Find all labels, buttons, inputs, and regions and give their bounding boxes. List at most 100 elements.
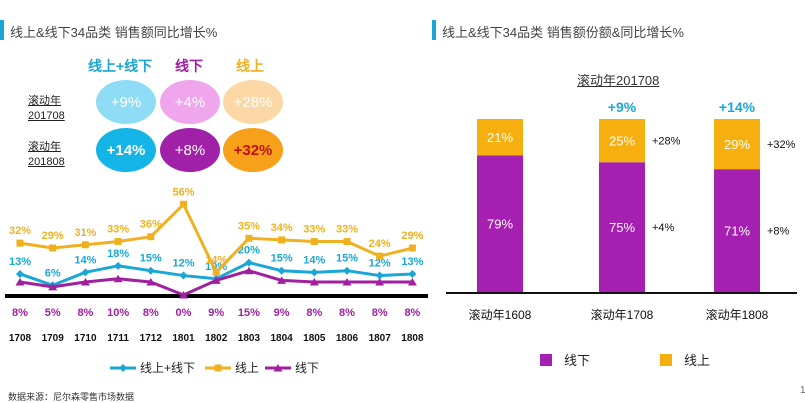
label-s1-1708: 32% [9, 225, 31, 237]
label-s1-1805: 33% [303, 224, 325, 236]
label-s0-1711: 18% [107, 248, 129, 260]
label-s1-1808: 29% [401, 230, 423, 242]
label-s2-1711: 10% [107, 307, 129, 319]
point-s1-1804 [278, 236, 286, 244]
point-s1-1808 [408, 244, 416, 252]
label-s1-1712: 36% [140, 219, 162, 231]
point-s0-1712 [146, 266, 155, 275]
legend-label-0: 线上+线下 [140, 361, 195, 375]
legend-marker-0 [119, 364, 127, 372]
label-s1-1803: 35% [238, 220, 260, 232]
top-label-滚动年1808: +14% [719, 99, 756, 115]
bar-label-线上-滚动年1608: 21% [487, 130, 513, 145]
point-s0-1808 [408, 269, 417, 278]
bar-label-线上-滚动年1808: 29% [724, 137, 750, 152]
point-s1-1807 [376, 252, 384, 260]
label-s2-1708: 8% [12, 307, 28, 319]
side-offline-滚动年1708: +4% [652, 222, 675, 234]
label-s0-1805: 14% [303, 254, 325, 266]
label-s0-1710: 14% [74, 254, 96, 266]
tick-1805: 1805 [303, 333, 326, 344]
point-s0-1710 [81, 268, 90, 277]
row-label-201708-line2: 201708 [28, 110, 65, 122]
label-s1-1711: 33% [107, 224, 129, 236]
right-title-bar [432, 20, 436, 40]
page-number: 1 [800, 385, 805, 396]
bubble-201808-offline: +8% [160, 128, 220, 172]
side-online-滚动年1708: +28% [652, 136, 681, 148]
category-滚动年1608: 滚动年1608 [469, 307, 532, 322]
point-s2-1807 [375, 278, 385, 286]
bar-legend-swatch-1 [660, 354, 672, 366]
bar-label-线下-滚动年1708: 75% [609, 220, 635, 235]
point-s2-1712 [146, 278, 156, 286]
point-s1-1709 [49, 244, 57, 252]
legend-label-2: 线下 [295, 361, 319, 375]
label-s0-1808: 13% [401, 256, 423, 268]
bubble-201708-online: +28% [223, 80, 283, 124]
label-s2-1804: 9% [274, 307, 290, 319]
point-s1-1712 [147, 233, 155, 241]
line-chart: 13% 6% 14% 18% 15% 12% 10% 20% 15% 14% 15% 12% 13% 32… [5, 186, 428, 375]
legend-marker-2 [273, 364, 283, 372]
label-s1-1804: 34% [271, 222, 293, 234]
point-s2-1711 [113, 274, 123, 283]
point-s0-1807 [375, 271, 384, 280]
bar-label-线下-滚动年1808: 71% [724, 224, 750, 239]
point-s2-1709 [48, 282, 58, 291]
label-s2-1802: 9% [208, 307, 224, 319]
bar-label-线下-滚动年1608: 79% [487, 217, 513, 232]
bar-线下-滚动年1708 [599, 162, 645, 292]
bar-label-线上-滚动年1708: 25% [609, 134, 635, 149]
label-s1-1807: 24% [369, 238, 391, 250]
label-s0-1708: 13% [9, 256, 31, 268]
label-s1-1710: 31% [74, 227, 96, 239]
point-s2-1708 [15, 278, 25, 286]
row-label-201808-line1: 滚动年 [28, 141, 61, 153]
legend-marker-1 [214, 364, 222, 372]
point-s0-1708 [16, 269, 24, 278]
point-s0-1711 [114, 261, 123, 270]
point-s0-1806 [343, 266, 351, 275]
left-title-bar [0, 20, 4, 40]
bar-legend-label-1: 线上 [684, 353, 710, 368]
point-s1-1803 [245, 234, 253, 242]
point-s1-1805 [310, 238, 318, 246]
point-s0-1804 [277, 266, 286, 275]
label-s2-1805: 8% [306, 307, 322, 319]
bar-线上-滚动年1708 [599, 119, 645, 163]
right-title: 线上&线下34品类 销售额份额&同比增长% [442, 25, 684, 40]
bar-legend-label-0: 线下 [564, 353, 590, 368]
label-s2-1712: 8% [143, 307, 159, 319]
tick-1710: 1710 [74, 333, 97, 344]
label-s0-1807: 12% [369, 258, 391, 270]
bubble-201808-total: +14% [96, 128, 156, 172]
data-source: 数据来源：尼尔森零售市场数据 [8, 392, 135, 402]
label-s0-1804: 15% [271, 253, 293, 265]
row-label-201808-line2: 201808 [28, 156, 65, 168]
bar-legend-swatch-0 [540, 354, 552, 366]
tick-1712: 1712 [140, 333, 163, 344]
bar-线下-滚动年1808 [714, 169, 760, 292]
tick-1804: 1804 [270, 333, 293, 344]
point-s1-1806 [343, 238, 351, 246]
label-s0-1712: 15% [140, 253, 162, 265]
tick-1807: 1807 [369, 333, 392, 344]
tick-1808: 1808 [401, 333, 424, 344]
bar-chart: 79% 21% 滚动年1608 75% 25% +9% +28% +4% 滚动年1708 71% 2… [446, 99, 797, 368]
tick-1709: 1709 [42, 333, 65, 344]
side-offline-滚动年1808: +8% [767, 226, 790, 238]
bar-线上-滚动年1808 [714, 119, 760, 170]
label-s0-1806: 15% [336, 253, 358, 265]
label-s2-1803: 15% [238, 307, 260, 319]
label-s2-1709: 5% [45, 307, 61, 319]
label-s0-1709: 6% [45, 267, 61, 279]
point-s0-1803 [244, 258, 253, 267]
row-label-201808: 滚动年 201808 [28, 140, 65, 170]
point-s2-1802 [211, 276, 221, 284]
label-s2-1801: 0% [176, 307, 192, 319]
left-title: 线上&线下34品类 销售额同比增长% [10, 25, 218, 40]
point-s2-1804 [277, 276, 287, 284]
point-s2-1801 [179, 291, 188, 299]
tick-1708: 1708 [9, 333, 32, 344]
